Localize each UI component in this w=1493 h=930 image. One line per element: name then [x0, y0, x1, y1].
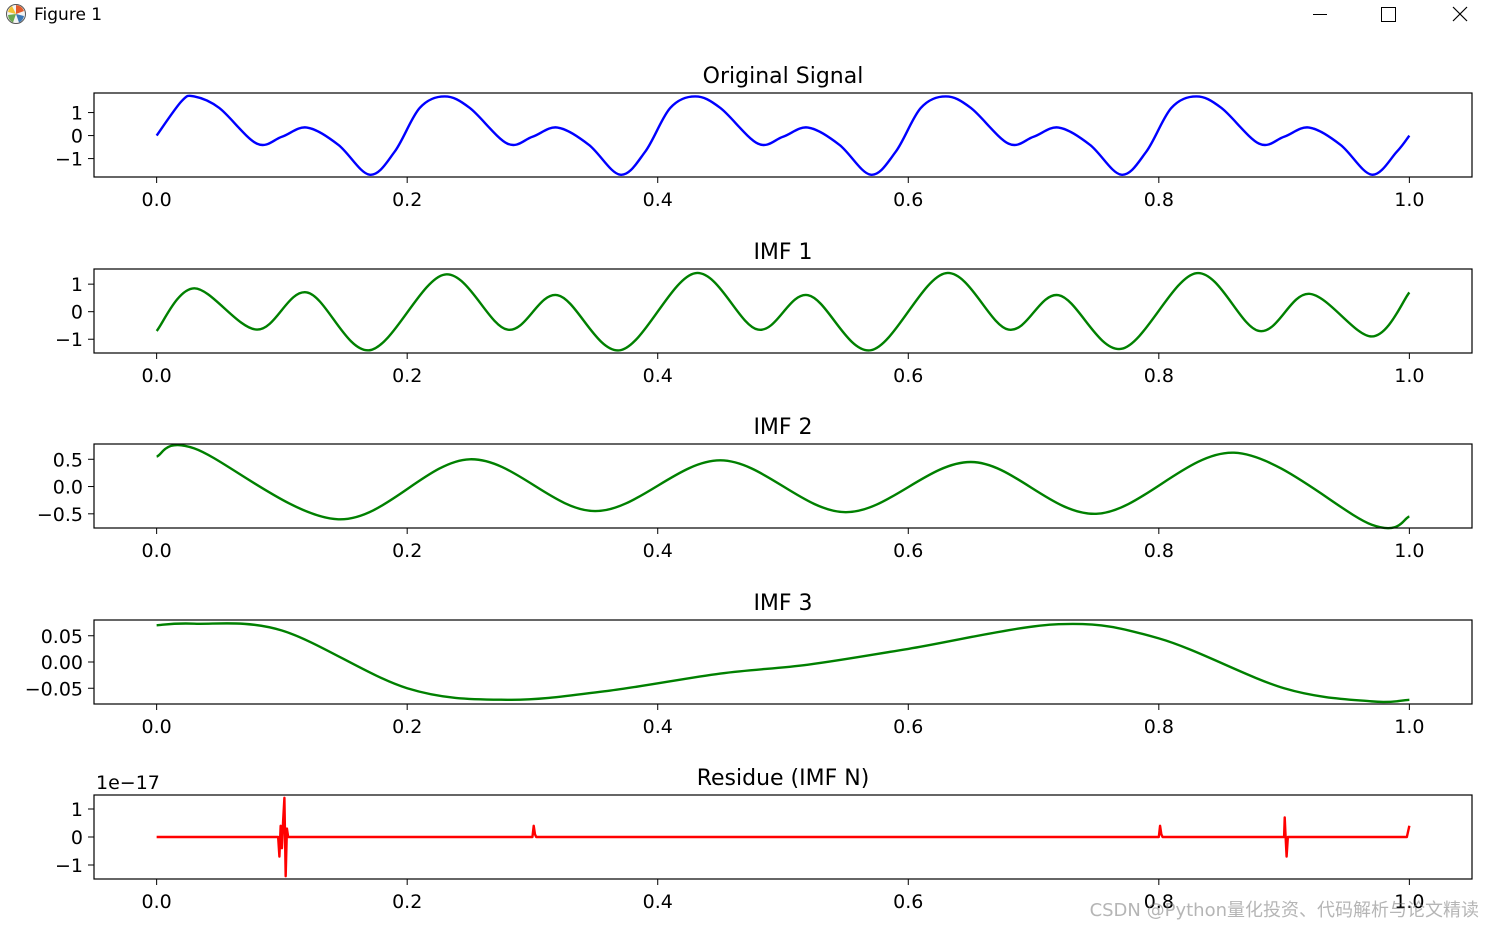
- x-tick-label: 0.4: [643, 716, 673, 738]
- maximize-button[interactable]: [1365, 0, 1411, 30]
- matplotlib-icon: [6, 4, 26, 24]
- x-tick-label: 0.2: [392, 189, 422, 211]
- subplot-5: Residue (IMF N) 1e−17 0.0 0.2 0.4 0.6 0.8 1.0 1 0…: [55, 766, 1473, 913]
- y-tick-label: 1: [71, 274, 83, 296]
- x-tick-label: 0.2: [392, 891, 422, 913]
- y-tick-label: 0: [71, 302, 83, 324]
- series-line: [155, 271, 1411, 352]
- x-tick-label: 0.8: [1144, 716, 1174, 738]
- x-tick-label: 0.6: [893, 540, 923, 562]
- y-tick-label: −1: [55, 855, 83, 877]
- x-tick-label: 0.2: [392, 540, 422, 562]
- axes-frame: [93, 619, 1473, 705]
- series-line: [156, 796, 1411, 878]
- y-tick-label: −0.05: [25, 678, 83, 700]
- subplot-3: IMF 2 0.0 0.2 0.4 0.6 0.8 1.0 0.5 0.0 −0.5: [37, 415, 1473, 562]
- close-icon: [1452, 6, 1468, 22]
- x-tick-label: 0.4: [643, 189, 673, 211]
- y-tick-label: −1: [55, 149, 83, 171]
- y-tick-label: −1: [55, 329, 83, 351]
- x-tick-label: 0.6: [893, 891, 923, 913]
- x-tick-label: 0.0: [142, 540, 172, 562]
- x-tick-label: 0.2: [392, 716, 422, 738]
- x-tick-label: 0.8: [1144, 540, 1174, 562]
- y-tick-label: 1: [71, 799, 83, 821]
- y-tick-label: 0.05: [41, 626, 83, 648]
- x-tick-label: 0.0: [142, 189, 172, 211]
- x-tick-label: 0.0: [142, 365, 172, 387]
- x-tick-label: 1.0: [1394, 540, 1424, 562]
- window-titlebar: Figure 1: [0, 0, 1493, 30]
- subplot-title: Residue (IMF N): [697, 766, 870, 791]
- y-tick-label: 0: [71, 827, 83, 849]
- maximize-icon: [1381, 7, 1396, 22]
- y-tick-label: 0: [71, 126, 83, 148]
- x-tick-label: 0.2: [392, 365, 422, 387]
- minimize-button[interactable]: [1297, 0, 1343, 30]
- subplot-2: IMF 1 0.0 0.2 0.4 0.6 0.8 1.0 1 0 −1: [55, 240, 1473, 387]
- subplot-1: Original Signal 0.0 0.2 0.4 0.6 0.8 1.0 10−1: [55, 64, 1473, 211]
- x-tick-label: 0.4: [643, 891, 673, 913]
- minimize-icon: [1313, 14, 1327, 15]
- subplot-4: IMF 3 0.0 0.2 0.4 0.6 0.8 1.0 0.05 0.00 −0.05: [25, 591, 1473, 738]
- axes-frame: [93, 443, 1473, 529]
- x-tick-label: 0.0: [142, 716, 172, 738]
- x-tick-label: 0.8: [1144, 365, 1174, 387]
- close-button[interactable]: [1437, 0, 1483, 30]
- y-tick-label: −0.5: [37, 504, 83, 526]
- axes-frame: [93, 268, 1473, 354]
- subplot-title: IMF 2: [753, 415, 812, 440]
- series-line: [156, 622, 1410, 704]
- x-tick-label: 0.8: [1144, 891, 1174, 913]
- x-tick-label: 1.0: [1394, 716, 1424, 738]
- x-tick-label: 0.8: [1144, 189, 1174, 211]
- x-tick-label: 1.0: [1394, 365, 1424, 387]
- x-tick-label: 0.0: [142, 891, 172, 913]
- y-tick-label: 0.0: [53, 477, 83, 499]
- x-tick-label: 0.6: [893, 716, 923, 738]
- x-tick-label: 0.4: [643, 365, 673, 387]
- y-tick-label: 0.00: [41, 652, 83, 674]
- y-offset-label: 1e−17: [96, 772, 160, 794]
- subplot-title: Original Signal: [703, 64, 864, 89]
- x-tick-label: 0.6: [893, 365, 923, 387]
- watermark: CSDN @Python量化投资、代码解析与论文精读: [1089, 900, 1479, 921]
- subplot-title: IMF 1: [753, 240, 812, 265]
- x-tick-label: 1.0: [1394, 189, 1424, 211]
- x-tick-label: 1.0: [1394, 891, 1424, 913]
- x-tick-label: 0.6: [893, 189, 923, 211]
- series-line: [156, 443, 1410, 530]
- y-tick-label: 1: [71, 103, 83, 125]
- window-title: Figure 1: [34, 5, 103, 25]
- series-line: [155, 94, 1411, 176]
- y-tick-label: 0.5: [53, 449, 83, 471]
- axes-frame: [93, 92, 1473, 178]
- subplot-title: IMF 3: [753, 591, 812, 616]
- x-tick-label: 0.4: [643, 540, 673, 562]
